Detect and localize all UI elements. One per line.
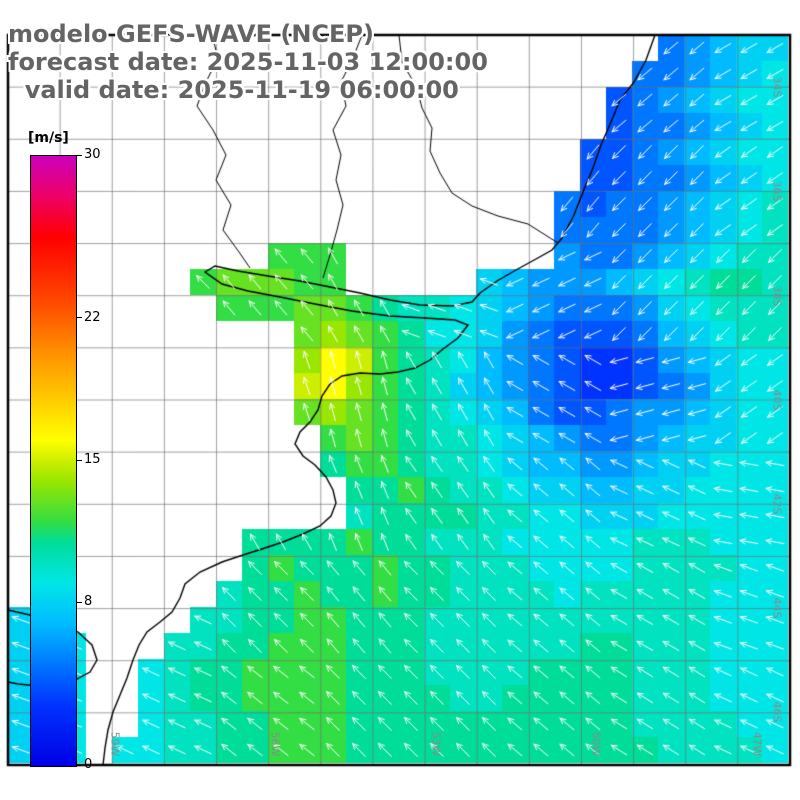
lon-label: 59W [108,731,122,757]
title-block: modelo GEFS-WAVE (NCEP) forecast date: 2… [8,20,488,104]
lon-label: 56W [268,731,282,757]
lat-label: 38S [770,285,784,307]
lat-label: 40S [770,389,784,411]
colorbar-tick-label: 30 [84,147,101,162]
colorbar [30,155,77,767]
colorbar-tick-label: 8 [84,594,93,610]
valid-date: valid date: 2025-11-19 06:00:00 [8,76,459,104]
colorbar-units-label: [m/s] [28,130,69,146]
colorbar-tick-label: 15 [84,452,101,467]
lat-label: 34S [770,76,784,98]
lat-label: 46S [770,701,784,723]
colorbar-tick [76,601,82,603]
colorbar-tick [76,154,82,156]
lat-label: 44S [770,597,784,619]
colorbar-tick-label: 0 [84,757,93,772]
lat-label: 36S [770,180,784,202]
colorbar-tick-label: 22 [84,309,101,325]
colorbar-tick [76,317,82,319]
colorbar-tick [76,764,82,766]
model-title: modelo GEFS-WAVE (NCEP) [8,20,374,48]
colorbar-tick [76,459,82,461]
lon-label: 53W [429,731,443,757]
lon-label: 50W [589,731,603,757]
lat-label: 42S [770,493,784,515]
forecast-date: forecast date: 2025-11-03 12:00:00 [8,48,488,76]
lon-label: 47W [750,731,764,757]
